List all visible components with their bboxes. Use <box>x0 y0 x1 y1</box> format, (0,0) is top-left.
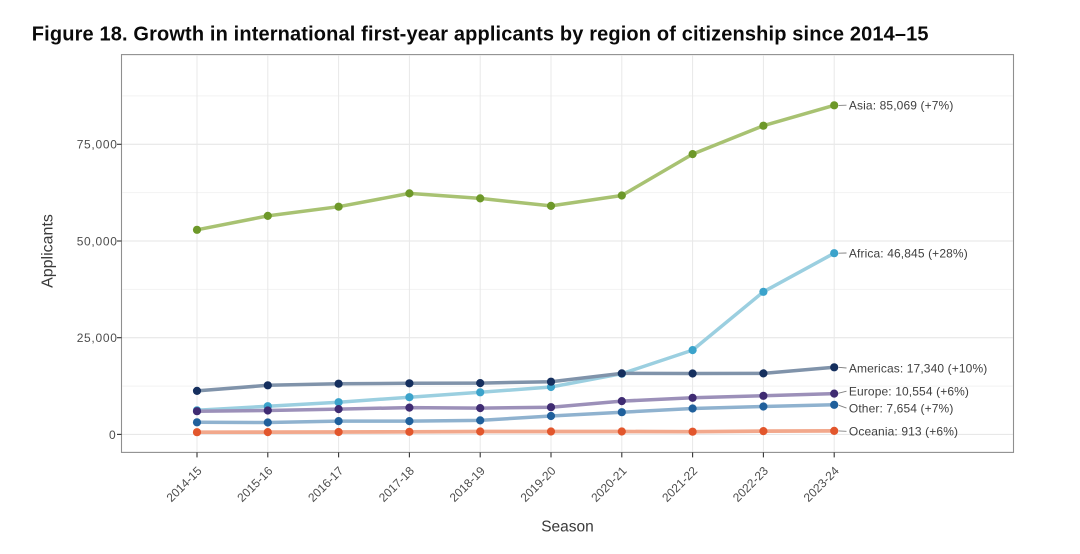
svg-text:Oceania: 913 (+6%): Oceania: 913 (+6%) <box>849 425 958 439</box>
svg-text:50,000: 50,000 <box>77 234 118 248</box>
svg-text:Americas: 17,340 (+10%): Americas: 17,340 (+10%) <box>849 361 988 375</box>
svg-text:75,000: 75,000 <box>77 138 118 152</box>
svg-text:Applicants: Applicants <box>40 214 57 288</box>
svg-text:Europe: 10,554 (+6%): Europe: 10,554 (+6%) <box>849 385 969 399</box>
svg-text:25,000: 25,000 <box>77 331 118 345</box>
svg-text:Season: Season <box>541 518 594 535</box>
svg-text:Africa: 46,845 (+28%): Africa: 46,845 (+28%) <box>849 246 968 260</box>
svg-text:Other: 7,654 (+7%): Other: 7,654 (+7%) <box>849 402 954 416</box>
svg-text:0: 0 <box>109 428 116 442</box>
svg-text:Asia: 85,069 (+7%): Asia: 85,069 (+7%) <box>849 99 954 113</box>
svg-text:Figure 18. Growth in internati: Figure 18. Growth in international first… <box>32 24 929 46</box>
